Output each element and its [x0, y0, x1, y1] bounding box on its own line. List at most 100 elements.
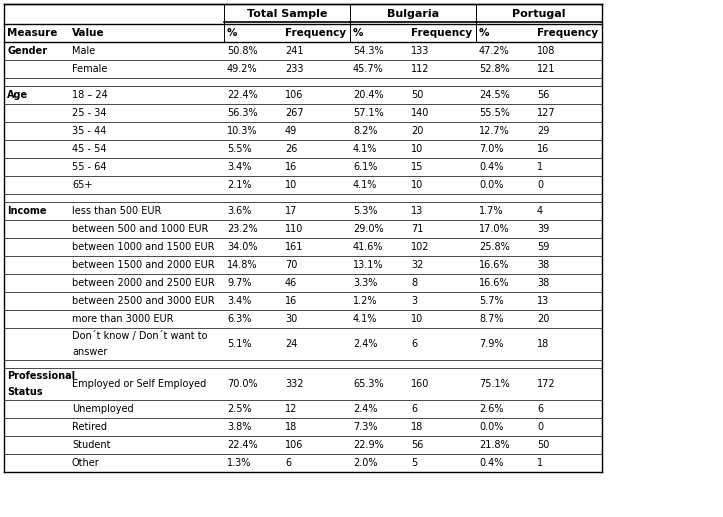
Text: 3.3%: 3.3%: [353, 278, 377, 288]
Text: 16.6%: 16.6%: [479, 278, 510, 288]
Text: 49.2%: 49.2%: [227, 64, 257, 74]
Text: 0.4%: 0.4%: [479, 458, 503, 468]
Text: 10: 10: [411, 180, 423, 190]
Text: 8.7%: 8.7%: [479, 314, 503, 324]
Text: 14.8%: 14.8%: [227, 260, 257, 270]
Text: Total Sample: Total Sample: [247, 9, 328, 19]
Text: 65.3%: 65.3%: [353, 379, 384, 389]
Text: 0.0%: 0.0%: [479, 422, 503, 432]
Text: 70.0%: 70.0%: [227, 379, 257, 389]
Text: 2.6%: 2.6%: [479, 404, 503, 414]
Text: 127: 127: [537, 108, 555, 118]
Text: 1: 1: [537, 458, 543, 468]
Text: 57.1%: 57.1%: [353, 108, 384, 118]
Text: 16: 16: [285, 296, 297, 306]
Text: 70: 70: [285, 260, 297, 270]
Text: 47.2%: 47.2%: [479, 46, 510, 56]
Text: 110: 110: [285, 224, 304, 234]
Text: 1.7%: 1.7%: [479, 206, 503, 216]
Text: 71: 71: [411, 224, 424, 234]
Text: 54.3%: 54.3%: [353, 46, 384, 56]
Text: 21.8%: 21.8%: [479, 440, 510, 450]
Text: 106: 106: [285, 440, 304, 450]
Text: 8.2%: 8.2%: [353, 126, 377, 136]
Text: 52.8%: 52.8%: [479, 64, 510, 74]
Text: 2.4%: 2.4%: [353, 404, 377, 414]
Text: 4: 4: [537, 206, 543, 216]
Text: 3.6%: 3.6%: [227, 206, 252, 216]
Text: Portugal: Portugal: [513, 9, 566, 19]
Text: 39: 39: [537, 224, 549, 234]
Text: 102: 102: [411, 242, 429, 252]
Text: 75.1%: 75.1%: [479, 379, 510, 389]
Text: between 1000 and 1500 EUR: between 1000 and 1500 EUR: [72, 242, 215, 252]
Text: 133: 133: [411, 46, 429, 56]
Text: Measure: Measure: [7, 28, 57, 38]
Text: 59: 59: [537, 242, 549, 252]
Text: 1: 1: [537, 162, 543, 172]
Text: Value: Value: [72, 28, 105, 38]
Text: Unemployed: Unemployed: [72, 404, 134, 414]
Text: 55.5%: 55.5%: [479, 108, 510, 118]
Text: 50: 50: [537, 440, 549, 450]
Text: 25.8%: 25.8%: [479, 242, 510, 252]
Text: 1.3%: 1.3%: [227, 458, 252, 468]
Text: 56: 56: [411, 440, 424, 450]
Text: 20: 20: [411, 126, 424, 136]
Text: 22.4%: 22.4%: [227, 90, 258, 100]
Text: 5.3%: 5.3%: [353, 206, 377, 216]
Text: 2.4%: 2.4%: [353, 339, 377, 349]
Text: 6: 6: [537, 404, 543, 414]
Text: 20: 20: [537, 314, 549, 324]
Text: 22.4%: 22.4%: [227, 440, 258, 450]
Text: 30: 30: [285, 314, 297, 324]
Text: Male: Male: [72, 46, 95, 56]
Text: Bulgaria: Bulgaria: [387, 9, 439, 19]
Text: 12: 12: [285, 404, 297, 414]
Text: 12.7%: 12.7%: [479, 126, 510, 136]
Text: less than 500 EUR: less than 500 EUR: [72, 206, 161, 216]
Text: 56: 56: [537, 90, 549, 100]
Text: 5.5%: 5.5%: [227, 144, 252, 154]
Text: 7.3%: 7.3%: [353, 422, 377, 432]
Text: 29: 29: [537, 126, 549, 136]
Text: 16.6%: 16.6%: [479, 260, 510, 270]
Text: 20.4%: 20.4%: [353, 90, 384, 100]
Text: 5.1%: 5.1%: [227, 339, 252, 349]
Text: 10: 10: [285, 180, 297, 190]
Text: 29.0%: 29.0%: [353, 224, 384, 234]
Text: 16: 16: [285, 162, 297, 172]
Text: 140: 140: [411, 108, 429, 118]
Text: Frequency: Frequency: [411, 28, 472, 38]
Text: 25 - 34: 25 - 34: [72, 108, 106, 118]
Text: 18: 18: [285, 422, 297, 432]
Text: 161: 161: [285, 242, 304, 252]
Text: 41.6%: 41.6%: [353, 242, 383, 252]
Text: 160: 160: [411, 379, 429, 389]
Text: 3.8%: 3.8%: [227, 422, 252, 432]
Text: 18 – 24: 18 – 24: [72, 90, 108, 100]
Text: 17: 17: [285, 206, 297, 216]
Text: Gender: Gender: [7, 46, 47, 56]
Text: 18: 18: [411, 422, 423, 432]
Text: 6.1%: 6.1%: [353, 162, 377, 172]
Text: 38: 38: [537, 278, 549, 288]
Text: %: %: [479, 28, 489, 38]
Text: 108: 108: [537, 46, 555, 56]
Text: 13: 13: [537, 296, 549, 306]
Text: 2.1%: 2.1%: [227, 180, 252, 190]
Text: Student: Student: [72, 440, 111, 450]
Text: 22.9%: 22.9%: [353, 440, 384, 450]
Text: Frequency: Frequency: [537, 28, 598, 38]
Text: 15: 15: [411, 162, 424, 172]
Text: 6: 6: [411, 404, 417, 414]
Text: 0: 0: [537, 422, 543, 432]
Text: 46: 46: [285, 278, 297, 288]
Text: Don´t know / Don´t want to: Don´t know / Don´t want to: [72, 331, 208, 341]
Text: Frequency: Frequency: [285, 28, 346, 38]
Text: Employed or Self Employed: Employed or Self Employed: [72, 379, 206, 389]
Text: 10: 10: [411, 144, 423, 154]
Text: 13.1%: 13.1%: [353, 260, 383, 270]
Text: 1.2%: 1.2%: [353, 296, 377, 306]
Text: answer: answer: [72, 347, 108, 357]
